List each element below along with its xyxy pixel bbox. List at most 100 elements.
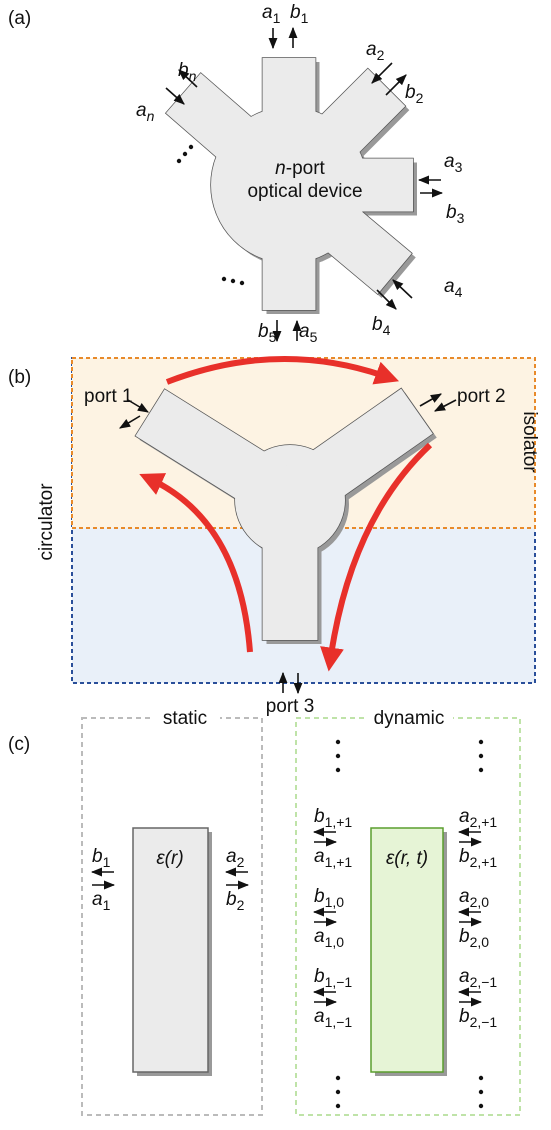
symbol: a bbox=[366, 39, 377, 60]
subscript: 2,+1 bbox=[470, 854, 498, 870]
symbol: a bbox=[314, 846, 325, 867]
port-label: a2 bbox=[366, 39, 385, 63]
port-label: b3 bbox=[446, 202, 465, 226]
port-label: b2,+1 bbox=[459, 846, 497, 870]
symbol: a bbox=[444, 151, 455, 172]
ellipsis-dot bbox=[336, 740, 340, 744]
port-label: a2 bbox=[226, 846, 245, 870]
arrow bbox=[386, 75, 406, 95]
permittivity: ε(r) bbox=[156, 848, 183, 869]
box-title: static bbox=[163, 708, 207, 729]
arrow bbox=[393, 280, 412, 298]
device-label: n-port bbox=[275, 158, 325, 179]
subscript: 1,+1 bbox=[325, 854, 353, 870]
symbol: a bbox=[299, 321, 310, 342]
subscript: 5 bbox=[269, 329, 277, 345]
ellipsis-dot bbox=[479, 768, 483, 772]
port-label: b1,+1 bbox=[314, 806, 352, 830]
subscript: 1,−1 bbox=[325, 1014, 353, 1030]
symbol: b bbox=[459, 846, 470, 867]
panel-b: (b)circulatorisolatorport 1port 2port 3 bbox=[8, 358, 540, 717]
symbol: b bbox=[314, 966, 325, 987]
port-label: b1 bbox=[92, 846, 111, 870]
symbol: b bbox=[372, 314, 383, 335]
subscript: 1,−1 bbox=[325, 974, 353, 990]
port-name: port 1 bbox=[84, 386, 133, 407]
subscript: 1,+1 bbox=[325, 814, 353, 830]
subscript: 1 bbox=[273, 10, 281, 26]
symbol: a bbox=[459, 806, 470, 827]
subscript: 5 bbox=[310, 329, 318, 345]
symbol: a bbox=[459, 966, 470, 987]
port-name: port 2 bbox=[457, 386, 506, 407]
arrow bbox=[377, 290, 396, 309]
subscript: 2 bbox=[377, 47, 385, 63]
panel-label: (b) bbox=[8, 367, 31, 388]
port-label: an bbox=[136, 100, 155, 124]
ellipsis-dot bbox=[479, 1076, 483, 1080]
port-label: b2 bbox=[405, 82, 424, 106]
port-label: a2,−1 bbox=[459, 966, 497, 990]
subscript: n bbox=[189, 68, 197, 84]
arrow bbox=[372, 63, 392, 83]
symbol: b bbox=[258, 321, 269, 342]
symbol: b bbox=[446, 202, 457, 223]
subscript: 1 bbox=[103, 897, 111, 913]
symbol: a bbox=[314, 926, 325, 947]
ellipsis-dot bbox=[231, 279, 235, 283]
ellipsis-dot bbox=[222, 277, 226, 281]
region-label: isolator bbox=[519, 411, 540, 473]
port-label: a1,0 bbox=[314, 926, 344, 950]
subscript: 2,−1 bbox=[470, 974, 498, 990]
port-label: a2,+1 bbox=[459, 806, 497, 830]
port-label: b2,−1 bbox=[459, 1006, 497, 1030]
subscript: 4 bbox=[383, 322, 391, 338]
symbol: b bbox=[290, 2, 301, 23]
subscript: 3 bbox=[457, 210, 465, 226]
region-label: circulator bbox=[36, 483, 57, 561]
panel-label: (a) bbox=[8, 8, 31, 29]
symbol: b bbox=[92, 846, 103, 867]
device-arm bbox=[263, 500, 318, 640]
port-label: a4 bbox=[444, 276, 463, 300]
subscript: 2 bbox=[237, 854, 245, 870]
port-label: b2,0 bbox=[459, 926, 489, 950]
ellipsis-dot bbox=[240, 281, 244, 285]
symbol: a bbox=[459, 886, 470, 907]
device-label: optical device bbox=[247, 181, 362, 202]
symbol: b bbox=[459, 1006, 470, 1027]
symbol: b bbox=[405, 82, 416, 103]
subscript: 1,0 bbox=[325, 934, 345, 950]
ellipsis-dot bbox=[479, 754, 483, 758]
ellipsis-dot bbox=[336, 754, 340, 758]
subscript: n bbox=[147, 108, 155, 124]
symbol: b bbox=[314, 806, 325, 827]
device-text: -port bbox=[286, 158, 326, 179]
symbol: a bbox=[136, 100, 147, 121]
port-label: a3 bbox=[444, 151, 463, 175]
port-label: a5 bbox=[299, 321, 318, 345]
symbol: b bbox=[314, 886, 325, 907]
ellipsis-dot bbox=[177, 159, 181, 163]
panel-label: (c) bbox=[8, 734, 30, 755]
port-label: a1,+1 bbox=[314, 846, 352, 870]
box-title: dynamic bbox=[374, 708, 445, 729]
port-label: b4 bbox=[372, 314, 391, 338]
ellipsis-dot bbox=[336, 1104, 340, 1108]
symbol: a bbox=[92, 889, 103, 910]
port-label: b1,−1 bbox=[314, 966, 352, 990]
subscript: 2,0 bbox=[470, 894, 490, 910]
symbol: b bbox=[459, 926, 470, 947]
ellipsis-dot bbox=[189, 145, 193, 149]
subscript: 2,+1 bbox=[470, 814, 498, 830]
subscript: 2,0 bbox=[470, 934, 490, 950]
port-label: b2 bbox=[226, 889, 245, 913]
port-label: b1,0 bbox=[314, 886, 344, 910]
ellipsis-dot bbox=[479, 1104, 483, 1108]
figure: (a)n-portoptical devicea1b1a2b2a3b3a4b4a… bbox=[0, 0, 551, 1130]
ellipsis-dot bbox=[336, 1076, 340, 1080]
port-label: a1 bbox=[262, 2, 281, 26]
port-label: a2,0 bbox=[459, 886, 489, 910]
